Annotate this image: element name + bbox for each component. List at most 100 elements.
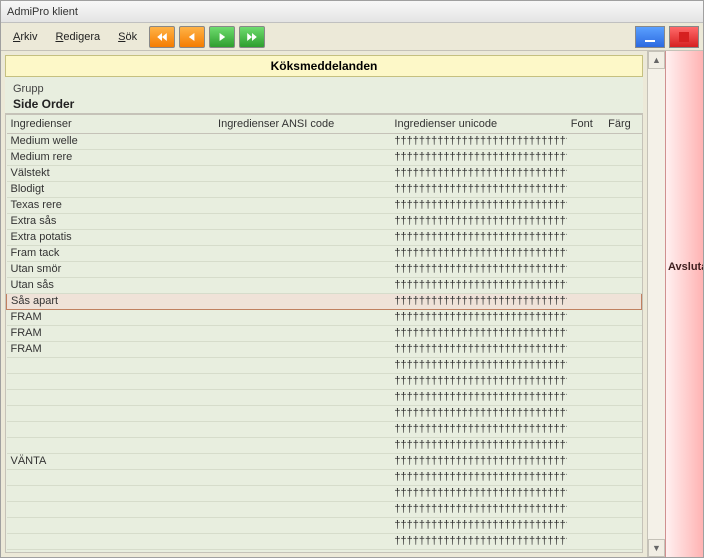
- cell-ingredienser[interactable]: Blodigt: [7, 181, 215, 197]
- side-panel[interactable]: Avsluta: [665, 51, 703, 557]
- cell-font[interactable]: [567, 181, 604, 197]
- cell-ansi[interactable]: [214, 165, 390, 181]
- cell-ansi[interactable]: [214, 325, 390, 341]
- cell-farg[interactable]: [604, 325, 641, 341]
- cell-ingredienser[interactable]: [7, 501, 215, 517]
- cell-ingredienser[interactable]: [7, 533, 215, 549]
- cell-ingredienser[interactable]: Sås apart: [7, 293, 215, 309]
- cell-farg[interactable]: [604, 389, 641, 405]
- cell-font[interactable]: [567, 501, 604, 517]
- menu-arkiv[interactable]: Arkiv: [5, 28, 45, 46]
- cell-ingredienser[interactable]: Extra potatis: [7, 229, 215, 245]
- table-row[interactable]: ††††††††††††††††††††††††††††††: [7, 437, 642, 453]
- cell-ingredienser[interactable]: [7, 485, 215, 501]
- cell-font[interactable]: [567, 421, 604, 437]
- scroll-track[interactable]: [648, 69, 665, 539]
- cell-ansi[interactable]: [214, 421, 390, 437]
- cell-ansi[interactable]: [214, 261, 390, 277]
- table-row[interactable]: ††††††††††††††††††††††††††††††: [7, 421, 642, 437]
- cell-farg[interactable]: [604, 533, 641, 549]
- cell-unicode[interactable]: ††††††††††††††††††††††††††††††: [390, 197, 566, 213]
- cell-font[interactable]: [567, 485, 604, 501]
- table-row[interactable]: Medium welle ††††††††††††††††††††††††††††…: [7, 133, 642, 149]
- cell-farg[interactable]: [604, 165, 641, 181]
- cell-font[interactable]: [567, 453, 604, 469]
- close-button[interactable]: [669, 26, 699, 48]
- cell-unicode[interactable]: ††††††††††††††††††††††††††††††: [390, 389, 566, 405]
- cell-unicode[interactable]: ††††††††††††††††††††††††††††††: [390, 293, 566, 309]
- cell-ansi[interactable]: [214, 405, 390, 421]
- cell-font[interactable]: [567, 245, 604, 261]
- cell-font[interactable]: [567, 261, 604, 277]
- cell-font[interactable]: [567, 309, 604, 325]
- cell-ingredienser[interactable]: Medium rere: [7, 149, 215, 165]
- nav-next-button[interactable]: [209, 26, 235, 48]
- table-row[interactable]: Blodigt††††††††††††††††††††††††††††††: [7, 181, 642, 197]
- cell-farg[interactable]: [604, 181, 641, 197]
- col-font[interactable]: Font: [567, 115, 604, 133]
- cell-ansi[interactable]: [214, 245, 390, 261]
- table-row[interactable]: ††††††††††††††††††††††††††††††: [7, 373, 642, 389]
- table-row[interactable]: VÄNTA††††††††††††††††††††††††††††††: [7, 453, 642, 469]
- cell-font[interactable]: [567, 389, 604, 405]
- col-unicode[interactable]: Ingredienser unicode: [390, 115, 566, 133]
- cell-unicode[interactable]: ††††††††††††††††††††††††††††††: [390, 357, 566, 373]
- cell-unicode[interactable]: ††††††††††††††††††††††††††††††: [390, 501, 566, 517]
- cell-font[interactable]: [567, 437, 604, 453]
- menu-sok[interactable]: Sök: [110, 28, 145, 46]
- nav-prev-button[interactable]: [179, 26, 205, 48]
- cell-unicode[interactable]: ††††††††††††††††††††††††††††††: [390, 277, 566, 293]
- cell-ansi[interactable]: [214, 341, 390, 357]
- cell-font[interactable]: [567, 197, 604, 213]
- cell-unicode[interactable]: ††††††††††††††††††††††††††††††: [390, 325, 566, 341]
- table-row[interactable]: ††††††††††††††††††††††††††††††: [7, 485, 642, 501]
- cell-unicode[interactable]: ††††††††††††††††††††††††††††††: [390, 533, 566, 549]
- table-row[interactable]: ††††††††††††††††††††††††††††††: [7, 469, 642, 485]
- cell-ingredienser[interactable]: Medium welle: [7, 133, 215, 149]
- table-row[interactable]: Utan sås ††††††††††††††††††††††††††††††: [7, 277, 642, 293]
- cell-farg[interactable]: [604, 149, 641, 165]
- cell-ingredienser[interactable]: [7, 421, 215, 437]
- cell-unicode[interactable]: ††††††††††††††††††††††††††††††: [390, 373, 566, 389]
- cell-ingredienser[interactable]: [7, 437, 215, 453]
- cell-ansi[interactable]: [214, 181, 390, 197]
- cell-ansi[interactable]: [214, 485, 390, 501]
- cell-unicode[interactable]: ††††††††††††††††††††††††††††††: [390, 469, 566, 485]
- cell-ingredienser[interactable]: [7, 405, 215, 421]
- cell-ansi[interactable]: [214, 277, 390, 293]
- cell-font[interactable]: [567, 293, 604, 309]
- cell-unicode[interactable]: ††††††††††††††††††††††††††††††: [390, 165, 566, 181]
- cell-unicode[interactable]: ††††††††††††††††††††††††††††††: [390, 421, 566, 437]
- cell-ingredienser[interactable]: [7, 517, 215, 533]
- table-row[interactable]: Välstekt††††††††††††††††††††††††††††††: [7, 165, 642, 181]
- cell-ansi[interactable]: [214, 389, 390, 405]
- cell-ansi[interactable]: [214, 453, 390, 469]
- cell-unicode[interactable]: ††††††††††††††††††††††††††††††: [390, 149, 566, 165]
- cell-font[interactable]: [567, 517, 604, 533]
- cell-unicode[interactable]: ††††††††††††††††††††††††††††††: [390, 517, 566, 533]
- cell-farg[interactable]: [604, 245, 641, 261]
- table-row[interactable]: FRAM††††††††††††††††††††††††††††††: [7, 325, 642, 341]
- cell-ingredienser[interactable]: [7, 373, 215, 389]
- table-row[interactable]: ††††††††††††††††††††††††††††††: [7, 357, 642, 373]
- cell-ansi[interactable]: [214, 517, 390, 533]
- cell-font[interactable]: [567, 229, 604, 245]
- cell-font[interactable]: [567, 165, 604, 181]
- cell-ingredienser[interactable]: Utan sås: [7, 277, 215, 293]
- cell-font[interactable]: [567, 277, 604, 293]
- cell-ansi[interactable]: [214, 149, 390, 165]
- cell-farg[interactable]: [604, 501, 641, 517]
- cell-unicode[interactable]: ††††††††††††††††††††††††††††††: [390, 261, 566, 277]
- cell-farg[interactable]: [604, 469, 641, 485]
- cell-font[interactable]: [567, 469, 604, 485]
- cell-unicode[interactable]: ††††††††††††††††††††††††††††††: [390, 245, 566, 261]
- table-row[interactable]: Fram tack ††††††††††††††††††††††††††††††: [7, 245, 642, 261]
- cell-unicode[interactable]: ††††††††††††††††††††††††††††††: [390, 229, 566, 245]
- cell-ingredienser[interactable]: Fram tack: [7, 245, 215, 261]
- table-row[interactable]: Sås apart ††††††††††††††††††††††††††††††: [7, 293, 642, 309]
- cell-farg[interactable]: [604, 261, 641, 277]
- cell-unicode[interactable]: ††††††††††††††††††††††††††††††: [390, 213, 566, 229]
- cell-farg[interactable]: [604, 357, 641, 373]
- cell-unicode[interactable]: ††††††††††††††††††††††††††††††: [390, 133, 566, 149]
- vertical-scrollbar[interactable]: ▲ ▼: [647, 51, 665, 557]
